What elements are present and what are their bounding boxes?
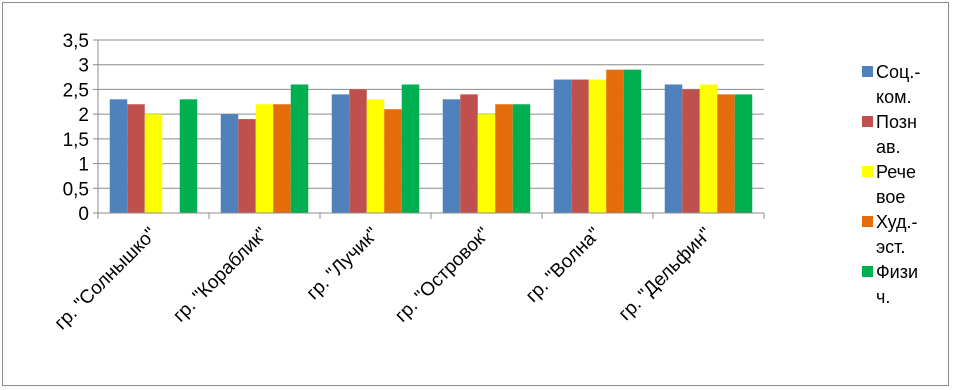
y-tick-label: 0,5	[63, 179, 89, 200]
bar	[623, 69, 642, 214]
legend-label: ав.	[876, 137, 901, 157]
bar	[664, 84, 683, 213]
legend-swatch	[862, 66, 873, 77]
y-tick-label: 3	[78, 56, 89, 77]
bar	[717, 94, 735, 213]
bar	[127, 104, 145, 213]
y-tick-label: 2,5	[63, 80, 89, 101]
x-axis-ticks: гр. "Солнышко" гр. "Кораблик" гр. "Лучик" г…	[51, 213, 765, 334]
legend-label: Худ.-	[876, 212, 918, 232]
legend-label: Позн	[876, 112, 917, 132]
legend-label: эст.	[876, 237, 905, 257]
bar	[331, 94, 350, 213]
bar	[571, 79, 589, 214]
legend-label: ком.	[876, 87, 911, 107]
legend-label: Рече	[876, 162, 916, 182]
axes	[97, 40, 764, 214]
gridlines	[98, 39, 764, 189]
bar	[273, 104, 291, 213]
y-tick-label: 3,5	[63, 31, 89, 52]
bar	[477, 114, 496, 213]
x-tick-label: гр. "Дельфин"	[615, 224, 716, 325]
bar	[512, 104, 531, 213]
legend-swatch	[862, 266, 873, 277]
bar	[238, 119, 256, 213]
bar	[384, 109, 402, 213]
bar	[290, 84, 309, 213]
bar	[401, 84, 420, 213]
y-axis-ticks: 0 0,5 1 1,5 2 2,5 3 3,5	[63, 31, 98, 225]
bar	[179, 99, 198, 213]
y-tick-label: 2	[78, 105, 89, 126]
bar	[682, 89, 700, 213]
bar	[220, 114, 239, 213]
bar	[255, 104, 274, 213]
x-tick-label: гр. "Лучик"	[303, 224, 383, 304]
bar	[460, 94, 478, 213]
bar	[606, 69, 624, 214]
bar	[366, 99, 385, 213]
bar	[553, 79, 572, 214]
bar	[734, 94, 753, 213]
x-tick-label: гр. "Кораблик"	[169, 224, 272, 327]
legend-label: Физи	[876, 262, 918, 282]
y-tick-label: 1,5	[63, 130, 89, 151]
bar	[349, 89, 367, 213]
y-tick-label: 1	[78, 155, 89, 176]
bar	[495, 104, 513, 213]
legend-swatch	[862, 166, 873, 177]
bar	[109, 99, 128, 213]
x-tick-label: гр. "Островок"	[391, 224, 494, 327]
bar	[442, 99, 461, 213]
bar	[699, 84, 718, 213]
x-tick-label: гр. "Солнышко"	[51, 224, 161, 334]
legend-swatch	[862, 216, 873, 227]
x-tick-label: гр. "Волна"	[522, 224, 605, 307]
legend-swatch	[862, 116, 873, 127]
legend-label: Соц.-	[876, 62, 920, 82]
bar	[588, 79, 607, 214]
y-tick-label: 0	[78, 204, 89, 225]
legend: Соц.- ком. Позн ав. Рече вое Худ.- эст. Физи ч.	[862, 62, 920, 307]
bars	[109, 69, 753, 214]
legend-label: ч.	[876, 287, 890, 307]
legend-label: вое	[876, 187, 905, 207]
bar	[144, 114, 163, 213]
